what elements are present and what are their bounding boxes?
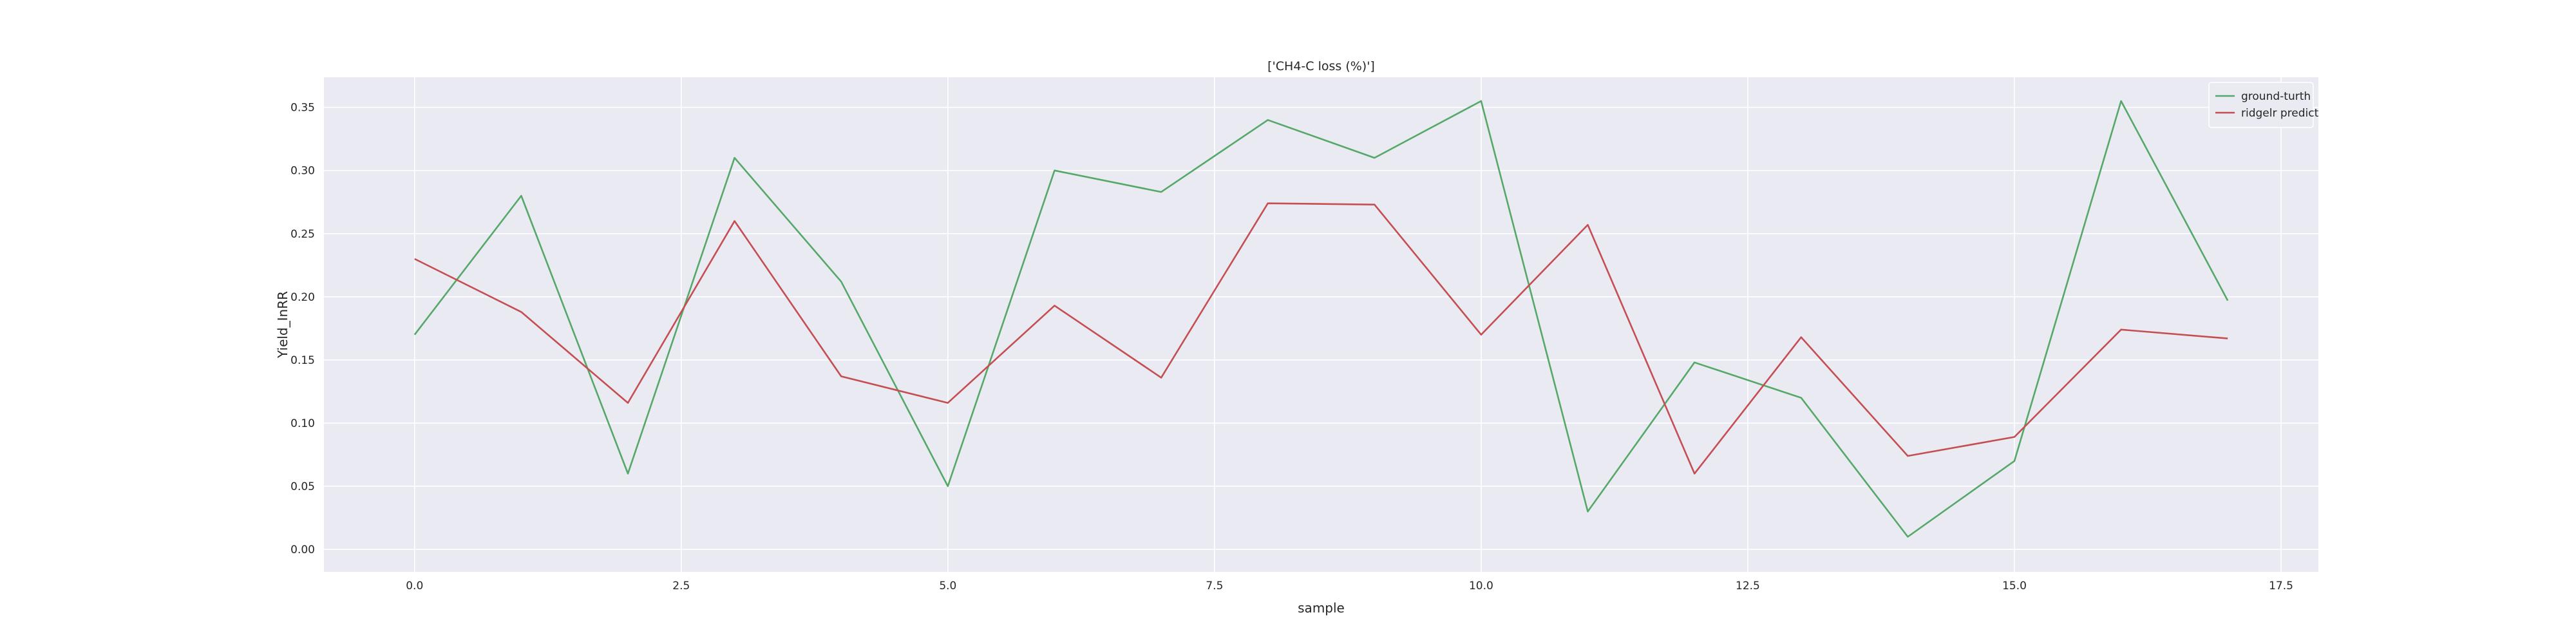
y-tick-label: 0.10 [290, 417, 315, 430]
x-axis-ticks: 0.0 2.5 5.0 7.5 10.0 12.5 15.0 17.5 [406, 580, 2293, 592]
x-tick-label: 12.5 [1736, 580, 1760, 592]
y-tick-label: 0.15 [290, 354, 315, 367]
y-axis-label: Yield_InRR [275, 291, 290, 359]
y-tick-label: 0.35 [290, 102, 315, 115]
y-tick-label: 0.25 [290, 228, 315, 241]
legend: ground-turth ridgelr predict [2208, 82, 2319, 128]
legend-label: ground-turth [2241, 90, 2311, 103]
y-axis-ticks: 0.00 0.05 0.10 0.15 0.20 0.25 0.30 0.35 [290, 102, 315, 556]
x-tick-label: 17.5 [2269, 580, 2293, 592]
x-axis-label: sample [1298, 600, 1345, 616]
legend-label: ridgelr predict [2241, 107, 2319, 120]
series-line-ridgelr-predict [414, 202, 2228, 475]
legend-box [2208, 82, 2314, 128]
y-tick-label: 0.20 [290, 291, 315, 304]
y-tick-label: 0.00 [290, 544, 315, 556]
chart-title: ['CH4-C loss (%)'] [1267, 59, 1375, 73]
x-tick-label: 0.0 [406, 580, 423, 592]
x-tick-label: 15.0 [2002, 580, 2027, 592]
plot-background [324, 77, 2318, 572]
grid-lines [324, 77, 2318, 572]
x-tick-label: 2.5 [672, 580, 690, 592]
y-tick-label: 0.05 [290, 480, 315, 493]
x-tick-label: 5.0 [939, 580, 956, 592]
x-tick-label: 10.0 [1469, 580, 1493, 592]
series-line-ground-turth [413, 100, 2229, 538]
y-tick-label: 0.30 [290, 165, 315, 178]
series-lines [413, 100, 2229, 538]
x-tick-label: 7.5 [1206, 580, 1223, 592]
